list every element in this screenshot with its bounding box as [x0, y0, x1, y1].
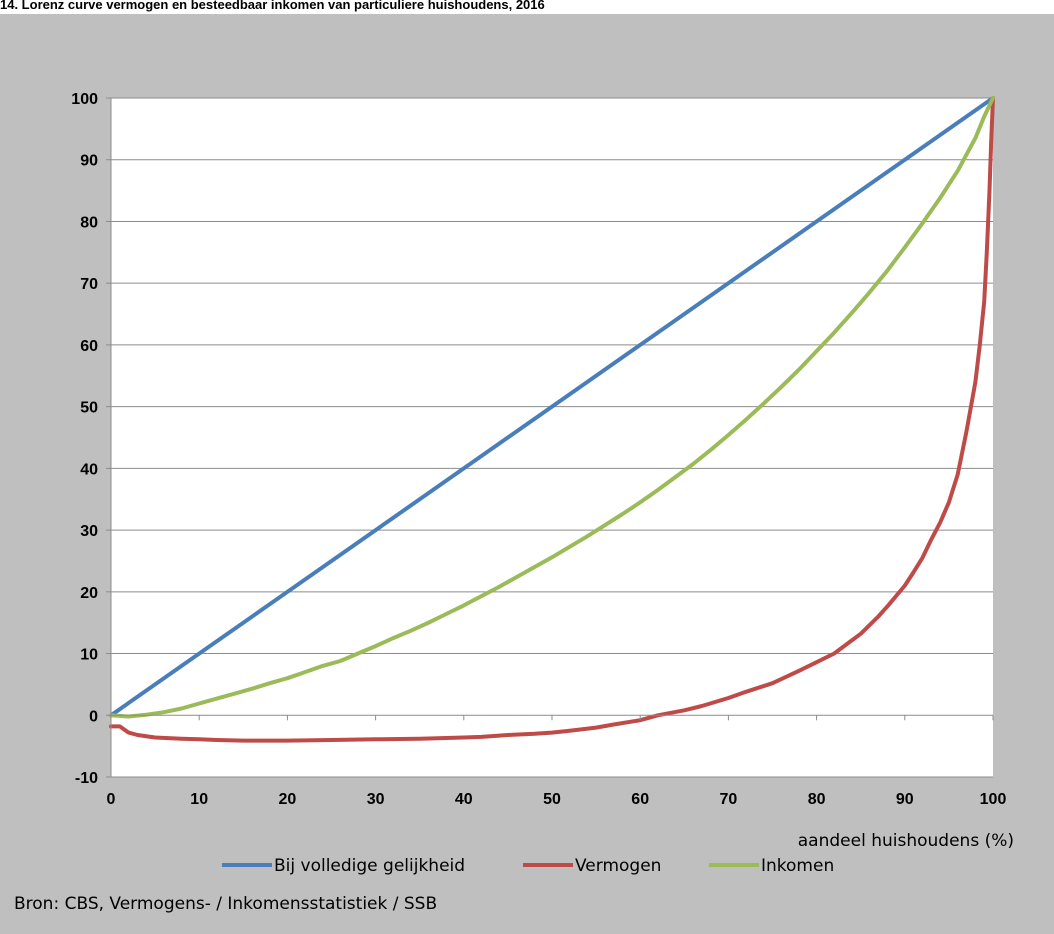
y-tick-label: 70 [80, 276, 98, 293]
y-tick-label: 100 [71, 91, 98, 108]
series-line-vermogen [109, 96, 995, 743]
legend-label-inkomen: Inkomen [761, 856, 834, 876]
legend: Bij volledige gelijkheid Vermogen Inkomen [222, 856, 834, 876]
axes [106, 97, 994, 778]
x-tick-label: 70 [720, 791, 738, 808]
y-tick-label: 60 [80, 338, 98, 355]
legend-label-vermogen: Vermogen [575, 856, 661, 876]
x-axis-ticks: 0 10 20 30 40 50 60 70 80 90 100 [107, 791, 1007, 808]
x-tick-label: 0 [107, 791, 116, 808]
series-line-bij-volledige-gelijkheid [109, 96, 995, 718]
legend-label-bij-volledige-gelijkheid: Bij volledige gelijkheid [274, 856, 465, 876]
chart-panel: -10 0 10 20 30 40 50 60 70 80 90 100 0 10 20 30 40 50 60 7… [0, 14, 1054, 934]
x-tick-label: 40 [455, 791, 473, 808]
y-tick-label: 10 [80, 647, 98, 664]
x-tick-label: 50 [543, 791, 561, 808]
y-tick-label: 20 [80, 585, 98, 602]
series-lines [109, 96, 995, 743]
y-tick-label: 0 [89, 708, 98, 725]
x-tick-label: 30 [367, 791, 385, 808]
x-tick-label: 80 [808, 791, 826, 808]
y-tick-label: 90 [80, 153, 98, 170]
x-tick-label: 20 [279, 791, 297, 808]
y-axis-ticks: -10 0 10 20 30 40 50 60 70 80 90 100 [71, 91, 98, 787]
x-tick-label: 100 [980, 791, 1007, 808]
y-tick-label: 50 [80, 400, 98, 417]
x-tick-label: 90 [896, 791, 914, 808]
lorenz-chart: -10 0 10 20 30 40 50 60 70 80 90 100 0 10 20 30 40 50 60 7… [71, 91, 1014, 876]
source-note: Bron: CBS, Vermogens- / Inkomensstatisti… [14, 894, 438, 914]
x-axis-label: aandeel huishoudens (%) [798, 831, 1014, 851]
y-tick-label: 30 [80, 523, 98, 540]
chart-title: 14. Lorenz curve vermogen en besteedbaar… [0, 0, 545, 12]
y-tick-label: -10 [75, 770, 98, 787]
x-tick-label: 10 [190, 791, 208, 808]
x-tick-label: 60 [631, 791, 649, 808]
series-line-inkomen [109, 96, 995, 719]
y-tick-label: 40 [80, 461, 98, 478]
y-tick-label: 80 [80, 214, 98, 231]
plot-area [111, 98, 993, 777]
